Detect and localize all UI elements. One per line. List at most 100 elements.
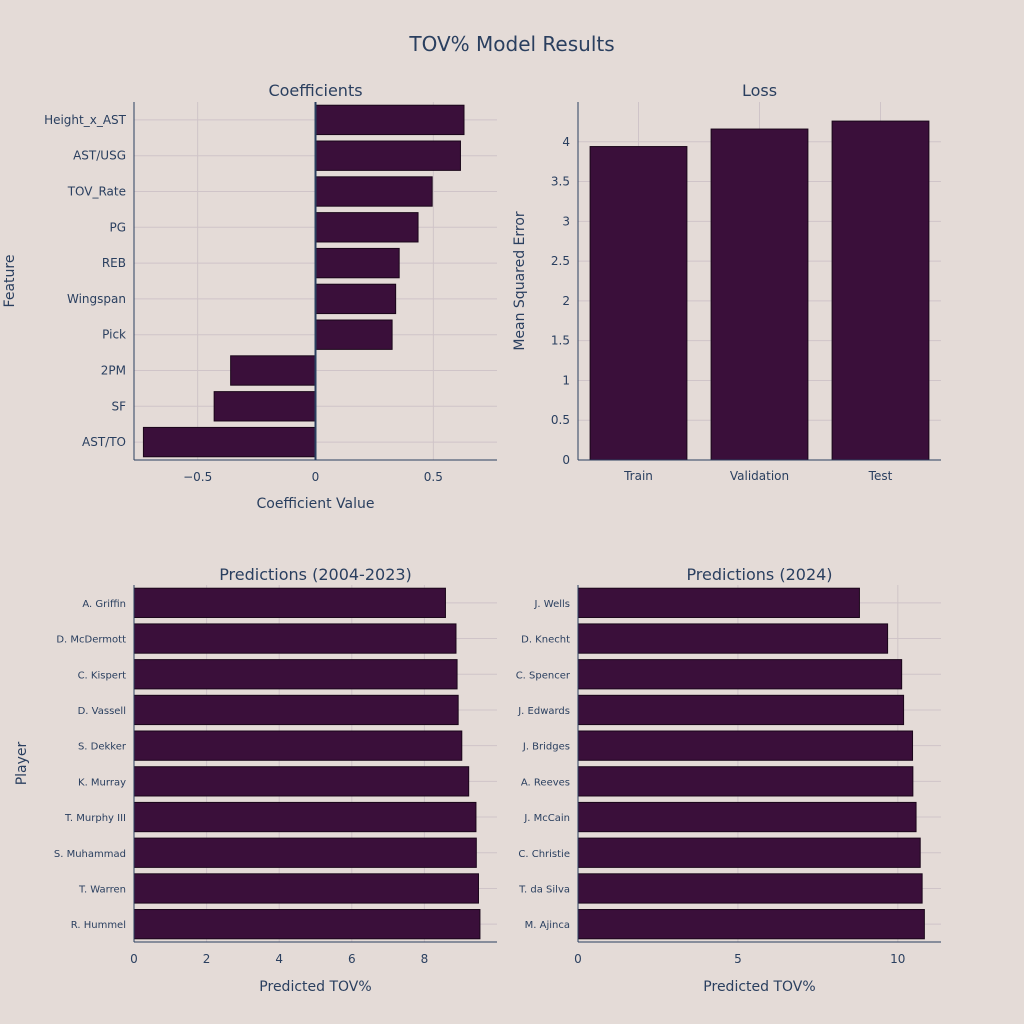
loss-y-tick-label: 3 <box>562 214 570 228</box>
pred2024-category-label: J. Wells <box>533 599 570 610</box>
hist-category-label: D. McDermott <box>56 635 126 646</box>
pred2024-title: Predictions (2024) <box>686 565 832 584</box>
coef-x-tick-label: 0.5 <box>424 470 443 484</box>
pred2024-category-label: C. Christie <box>518 849 570 860</box>
coef-category-label: REB <box>102 256 126 270</box>
coef-bar <box>315 212 419 243</box>
pred2024-category-label: D. Knecht <box>521 635 570 646</box>
hist-bar <box>133 659 458 690</box>
hist-bar <box>133 837 477 868</box>
loss-y-axis-title: Mean Squared Error <box>512 211 528 351</box>
loss-y-tick-label: 1 <box>562 373 570 387</box>
hist-bar <box>133 623 457 654</box>
hist-bar <box>133 766 470 797</box>
loss-category-label: Test <box>868 469 893 483</box>
hist-category-label: T. Warren <box>78 884 126 895</box>
coef-category-label: AST/TO <box>82 435 126 449</box>
coef-bar <box>230 355 316 386</box>
pred2024-bar <box>577 837 921 868</box>
loss-y-tick-label: 2 <box>562 294 570 308</box>
loss-y-tick-label: 3.5 <box>551 175 570 189</box>
pred2024-category-label: M. Ajinca <box>525 920 570 931</box>
coef-x-axis-title: Coefficient Value <box>257 496 375 512</box>
predictions-2024-panel: Predictions (2024) J. Wells D. Knecht C. Sp… <box>516 565 941 995</box>
loss-bar <box>589 146 688 461</box>
pred2024-category-label: T. da Silva <box>518 884 570 895</box>
hist-bar <box>133 587 446 618</box>
coef-x-tick-label: 0 <box>312 470 320 484</box>
coef-bar <box>213 391 316 422</box>
hist-x-tick-label: 6 <box>348 952 356 966</box>
hist-x-axis-title: Predicted TOV% <box>259 979 371 995</box>
pred2024-bar <box>577 587 860 618</box>
pred2024-bar <box>577 730 914 761</box>
loss-category-label: Validation <box>730 469 789 483</box>
hist-title: Predictions (2004-2023) <box>219 565 412 584</box>
pred2024-x-tick-label: 5 <box>734 952 742 966</box>
coef-category-label: AST/USG <box>73 149 126 163</box>
hist-category-label: R. Hummel <box>71 920 126 931</box>
coef-bar <box>315 247 400 279</box>
coef-category-label: Height_x_AST <box>44 113 127 127</box>
hist-x-tick-label: 2 <box>203 952 211 966</box>
loss-y-tick-label: 4 <box>562 135 570 149</box>
pred2024-x-tick-label: 10 <box>890 952 905 966</box>
coef-category-label: PG <box>109 220 126 234</box>
loss-category-label: Train <box>623 469 653 483</box>
loss-y-tick-label: 0.5 <box>551 413 570 427</box>
coef-bar <box>315 104 465 136</box>
hist-bar <box>133 909 481 940</box>
figure-title: TOV% Model Results <box>408 32 614 56</box>
hist-category-label: S. Muhammad <box>54 849 126 860</box>
loss-bar <box>831 120 930 461</box>
pred2024-bar <box>577 694 905 726</box>
pred2024-bar <box>577 801 917 833</box>
coef-category-label: SF <box>111 399 126 413</box>
coef-bar <box>315 140 461 171</box>
coef-category-label: Wingspan <box>67 292 126 306</box>
pred2024-bar <box>577 659 903 690</box>
pred2024-bar <box>577 766 914 797</box>
hist-x-tick-label: 0 <box>130 952 138 966</box>
pred2024-category-label: J. Bridges <box>522 742 570 753</box>
coef-bar <box>315 176 433 207</box>
loss-bar <box>710 128 809 461</box>
hist-category-label: C. Kispert <box>78 670 126 681</box>
coef-bar <box>142 426 316 458</box>
coef-bar <box>315 283 397 315</box>
pred2024-bar <box>577 873 923 904</box>
pred2024-category-label: C. Spencer <box>516 670 571 681</box>
hist-bar <box>133 873 479 904</box>
pred2024-category-label: J. McCain <box>523 813 570 824</box>
hist-x-tick-label: 4 <box>275 952 283 966</box>
coef-category-label: TOV_Rate <box>67 185 126 199</box>
hist-category-label: K. Murray <box>78 777 126 788</box>
loss-y-tick-label: 2.5 <box>551 254 570 268</box>
coef-y-axis-title: Feature <box>2 255 18 308</box>
hist-bar <box>133 694 459 726</box>
coef-category-label: 2PM <box>101 364 126 378</box>
pred2024-bar <box>577 909 925 940</box>
loss-title: Loss <box>742 81 777 100</box>
hist-category-label: D. Vassell <box>78 706 126 717</box>
coef-x-tick-label: −0.5 <box>183 470 212 484</box>
hist-bar <box>133 730 463 761</box>
pred2024-x-axis-title: Predicted TOV% <box>703 979 815 995</box>
hist-category-label: S. Dekker <box>78 742 127 753</box>
pred2024-category-label: A. Reeves <box>521 777 570 788</box>
pred2024-category-label: J. Edwards <box>517 706 570 717</box>
hist-bar <box>133 801 477 833</box>
pred2024-bar <box>577 623 889 654</box>
coef-bar <box>315 319 393 350</box>
historical-predictions-panel: Predictions (2004-2023) A. Griffin D. McDe… <box>14 565 497 995</box>
loss-y-tick-label: 1.5 <box>551 334 570 348</box>
coefficients-panel: Coefficients Height_x_AST AST/USG TOV_Rate P… <box>2 81 497 512</box>
pred2024-x-tick-label: 0 <box>574 952 582 966</box>
coef-title: Coefficients <box>268 81 362 100</box>
hist-category-label: T. Murphy III <box>64 813 126 824</box>
hist-y-axis-title: Player <box>14 741 30 785</box>
coef-category-label: Pick <box>102 328 126 342</box>
hist-x-tick-label: 8 <box>421 952 429 966</box>
loss-panel: Loss 0 0.5 1 1.5 2 2.5 3 3.5 4 Train Validation Test… <box>512 81 941 483</box>
